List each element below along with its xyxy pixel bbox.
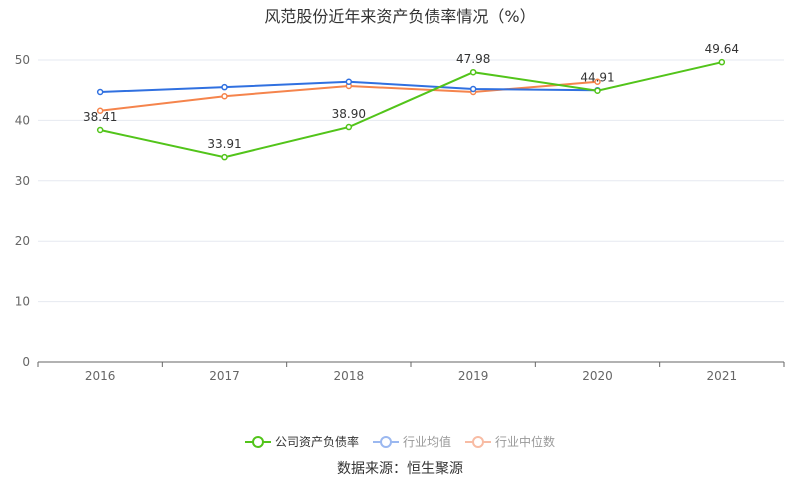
y-tick-label: 50	[15, 53, 30, 67]
data-point	[221, 153, 228, 161]
y-tick-label: 20	[15, 234, 30, 248]
data-point	[594, 87, 601, 94]
x-tick-label: 2021	[707, 369, 738, 383]
data-label: 33.91	[207, 137, 241, 151]
legend: 公司资产负债率 行业均值 行业中位数	[0, 433, 800, 450]
line-chart: 0 10 20 30 40 50 2016 2017 2018 2019 2020 2021 38.41…	[15, 42, 785, 383]
y-tick-label: 0	[22, 355, 30, 369]
legend-label: 公司资产负债率	[274, 435, 359, 449]
data-point	[718, 58, 726, 66]
data-label: 44.91	[580, 71, 614, 85]
x-tick-label: 2020	[582, 369, 613, 383]
data-point	[469, 85, 477, 93]
y-tick-label: 10	[15, 295, 30, 309]
data-label: 49.64	[705, 42, 739, 56]
data-point	[345, 123, 353, 131]
data-source: 数据来源：恒生聚源	[337, 461, 463, 477]
legend-label: 行业中位数	[495, 435, 556, 449]
data-point	[96, 88, 104, 96]
chart-title: 风范股份近年来资产负债率情况（%）	[264, 7, 536, 26]
data-label: 38.90	[332, 107, 366, 121]
legend-item[interactable]: 行业中位数	[465, 433, 555, 450]
data-label: 47.98	[456, 52, 490, 66]
data-point	[345, 78, 353, 85]
data-point	[221, 83, 228, 91]
legend-marker-icon	[372, 435, 399, 448]
series-line	[99, 61, 723, 159]
data-point	[594, 78, 601, 85]
legend-marker-icon	[465, 435, 491, 448]
data-label: 38.41	[83, 110, 117, 124]
legend-item[interactable]: 行业均值	[372, 433, 451, 450]
data-point	[221, 92, 228, 100]
data-point	[96, 107, 104, 114]
x-tick-label: 2019	[458, 369, 489, 383]
y-tick-label: 30	[15, 174, 30, 188]
data-point	[469, 68, 477, 76]
x-tick-label: 2016	[85, 369, 116, 383]
x-tick-label: 2017	[209, 369, 240, 383]
x-tick-label: 2018	[334, 369, 365, 383]
legend-label: 行业均值	[402, 435, 451, 449]
data-point	[96, 126, 104, 134]
y-tick-label: 40	[15, 113, 30, 127]
legend-marker-icon	[244, 435, 271, 448]
legend-item[interactable]: 公司资产负债率	[244, 433, 359, 450]
